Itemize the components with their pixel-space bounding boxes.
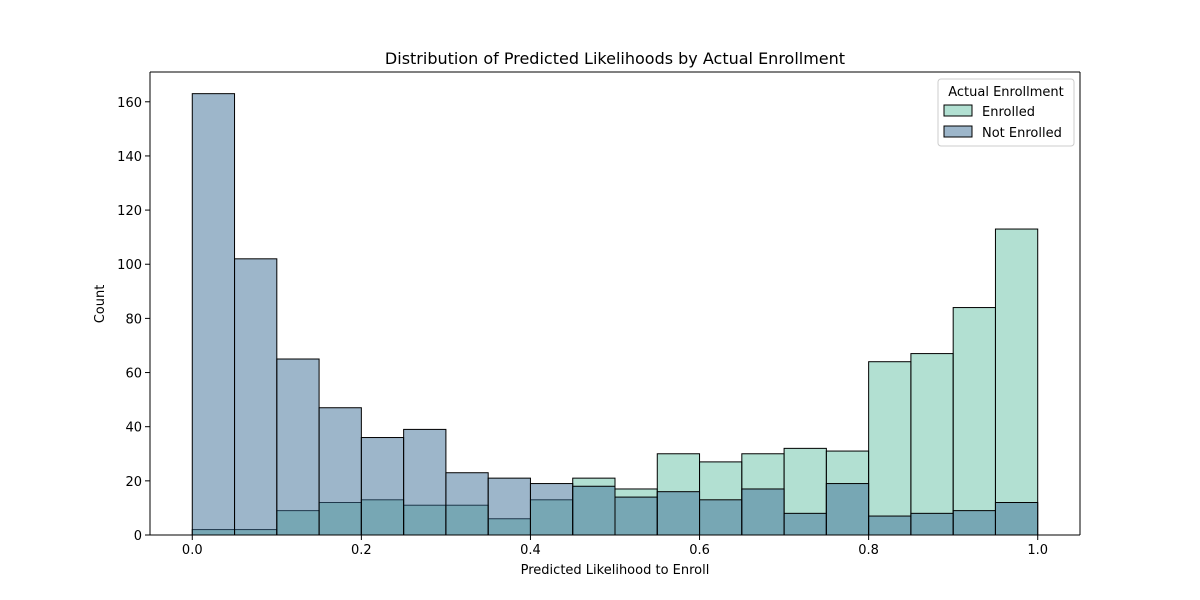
bar-not-enrolled-13 — [741, 488, 785, 536]
x-tick-label-4: 0.8 — [858, 543, 879, 558]
bar-not-enrolled-6 — [445, 472, 489, 536]
y-tick-label-0: 0 — [134, 529, 142, 544]
bar-enrolled-16 — [868, 361, 912, 536]
bar-not-enrolled-8 — [529, 483, 574, 536]
bar-not-enrolled-9 — [572, 485, 616, 536]
x-tick-label-3: 0.6 — [689, 543, 710, 558]
chart-title: Distribution of Predicted Likelihoods by… — [385, 49, 845, 68]
bar-not-enrolled-7 — [487, 477, 531, 536]
x-tick-label-0: 0.0 — [182, 543, 203, 558]
y-tick-label-6: 120 — [117, 204, 142, 219]
bar-not-enrolled-12 — [699, 499, 743, 536]
bar-not-enrolled-0 — [191, 93, 236, 536]
bar-not-enrolled-5 — [403, 428, 447, 536]
bars-layer — [191, 93, 1039, 536]
y-tick-label-1: 20 — [125, 475, 142, 490]
legend-swatch-enrolled — [943, 104, 973, 117]
legend-label-not-enrolled: Not Enrolled — [982, 126, 1062, 141]
y-tick-label-8: 160 — [117, 96, 142, 111]
bar-not-enrolled-14 — [783, 512, 827, 536]
bar-not-enrolled-3 — [318, 407, 362, 536]
bar-not-enrolled-17 — [910, 512, 954, 536]
bar-not-enrolled-10 — [614, 496, 658, 536]
bar-not-enrolled-11 — [656, 491, 701, 536]
bar-not-enrolled-15 — [825, 483, 870, 536]
bar-not-enrolled-2 — [276, 358, 320, 536]
legend: Actual Enrollment Enrolled Not Enrolled — [937, 78, 1075, 147]
y-axis-label: Count — [93, 285, 108, 324]
y-tick-label-3: 60 — [125, 367, 142, 382]
axes-layer: 0.0 0.2 0.4 0.6 0.8 1.0 0 20 40 60 80 100 120 140 160 — [117, 71, 1081, 558]
x-tick-label-2: 0.4 — [520, 543, 541, 558]
legend-title: Actual Enrollment — [948, 85, 1064, 100]
y-tick-label-2: 40 — [125, 421, 142, 436]
bar-not-enrolled-4 — [360, 437, 405, 536]
legend-swatch-not-enrolled — [943, 125, 973, 138]
bar-enrolled-18 — [952, 307, 996, 536]
x-tick-label-5: 1.0 — [1027, 543, 1048, 558]
x-tick-label-1: 0.2 — [351, 543, 372, 558]
x-axis-label: Predicted Likelihood to Enroll — [521, 563, 710, 578]
bar-not-enrolled-1 — [234, 258, 278, 536]
bar-not-enrolled-19 — [994, 502, 1039, 536]
legend-label-enrolled: Enrolled — [982, 105, 1035, 120]
bar-enrolled-19 — [994, 228, 1039, 536]
y-tick-label-4: 80 — [125, 312, 142, 327]
bar-not-enrolled-18 — [952, 510, 996, 536]
y-tick-label-5: 100 — [117, 258, 142, 273]
y-tick-label-7: 140 — [117, 150, 142, 165]
bar-enrolled-17 — [910, 353, 954, 536]
bar-not-enrolled-16 — [868, 515, 912, 536]
